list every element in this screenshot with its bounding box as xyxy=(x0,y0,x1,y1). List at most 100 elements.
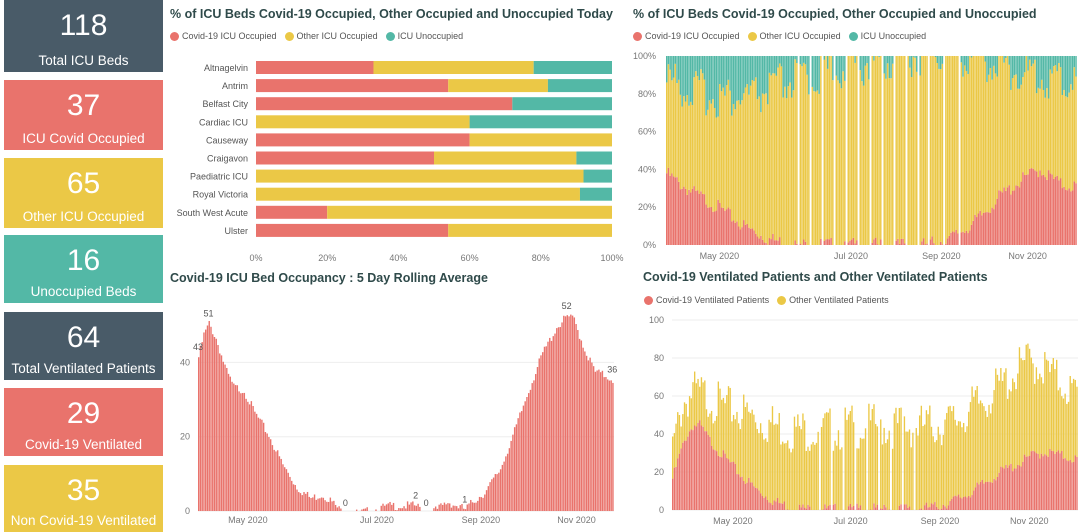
bar-covid xyxy=(1053,178,1055,245)
bar-other xyxy=(707,416,709,435)
legend-item[interactable]: Covid-19 ICU Occupied xyxy=(170,31,277,41)
bar-other xyxy=(957,421,960,495)
bar-covid xyxy=(1008,185,1010,245)
bar-unoccupied xyxy=(984,56,986,62)
bar-covid xyxy=(496,474,498,511)
bar-unoccupied xyxy=(987,56,990,75)
bar-covid xyxy=(545,346,547,511)
legend-item[interactable]: Other ICU Occupied xyxy=(284,31,378,41)
bar-other xyxy=(1071,383,1073,463)
bar-other xyxy=(787,86,790,245)
bar-unoccupied xyxy=(1011,56,1014,79)
bar-covid xyxy=(557,327,560,511)
bar-covid xyxy=(673,467,676,510)
bar-other xyxy=(679,94,682,190)
bar-covid xyxy=(1001,192,1004,245)
bar-covid xyxy=(705,204,707,245)
bar-other xyxy=(876,56,879,245)
bar-unoccupied xyxy=(885,56,887,79)
bar-covid xyxy=(1064,458,1066,510)
bar-covid xyxy=(1051,174,1053,245)
legend-item[interactable]: ICU Unoccupied xyxy=(848,31,926,41)
bar-covid xyxy=(577,330,579,511)
bar-other xyxy=(898,407,901,506)
bar-covid xyxy=(754,487,757,510)
bar-covid xyxy=(981,480,983,510)
bar-unoccupied xyxy=(873,56,875,61)
bar-unoccupied xyxy=(666,56,668,83)
bar-covid xyxy=(399,508,402,511)
bar-covid xyxy=(770,239,772,245)
bar-unoccupied xyxy=(813,56,815,92)
bar-covid xyxy=(1013,468,1016,510)
bar-other xyxy=(781,441,784,504)
legend-today: Covid-19 ICU Occupied Other ICU Occupied… xyxy=(170,31,471,41)
bar-covid xyxy=(727,207,730,245)
bar-covid xyxy=(744,224,747,245)
bar-covid xyxy=(996,198,998,245)
bar-unoccupied xyxy=(1049,56,1052,70)
bar-unoccupied xyxy=(777,56,779,68)
bar-other xyxy=(940,445,943,509)
bar-covid xyxy=(999,191,1002,245)
bar-covid xyxy=(273,449,275,511)
bar-covid xyxy=(803,239,805,245)
bar-other xyxy=(873,60,875,240)
bar-other xyxy=(1049,69,1052,174)
bar-other xyxy=(995,368,997,481)
bar-other xyxy=(951,56,954,232)
bar-covid xyxy=(266,433,268,511)
bar-covid xyxy=(305,493,307,511)
bar-covid xyxy=(959,497,961,510)
bar-covid xyxy=(734,463,736,510)
bar-covid xyxy=(1006,187,1009,245)
legend-item[interactable]: ICU Unoccupied xyxy=(385,31,463,41)
bar-covid xyxy=(677,181,680,245)
bar-covid xyxy=(603,377,605,511)
bar-covid xyxy=(920,508,923,510)
bar-other xyxy=(1015,74,1017,186)
bar-other xyxy=(981,56,983,216)
bar-covid xyxy=(853,505,855,510)
bar-covid xyxy=(966,497,968,510)
bar-covid xyxy=(778,503,780,510)
legend-item[interactable]: Covid-19 Ventilated Patients xyxy=(644,295,769,305)
bar-unoccupied xyxy=(689,56,692,102)
bar-unoccupied xyxy=(779,56,781,64)
bar-covid xyxy=(298,492,300,511)
bar-other xyxy=(672,436,674,479)
bar-covid xyxy=(1046,179,1048,245)
bar-unoccupied xyxy=(698,56,700,81)
bar-other xyxy=(682,414,684,443)
legend-dot-icon xyxy=(747,31,757,41)
bar-unoccupied xyxy=(1005,56,1007,59)
bar-other xyxy=(770,75,772,240)
bar-covid xyxy=(482,497,484,511)
bar-covid xyxy=(858,507,860,510)
x-tick-label: Sep 2020 xyxy=(462,515,501,525)
bar-covid xyxy=(275,451,277,511)
legend-item[interactable]: Covid-19 ICU Occupied xyxy=(633,31,740,41)
bar-other xyxy=(713,107,716,212)
bar-unoccupied xyxy=(731,56,733,116)
bar-covid xyxy=(247,401,249,511)
bar-covid xyxy=(1003,468,1005,510)
bar-other xyxy=(1075,76,1077,184)
bar-covid xyxy=(698,193,700,245)
bar-other xyxy=(1040,377,1043,454)
bar-covid xyxy=(1063,186,1065,245)
bar-covid xyxy=(773,240,776,245)
bar-covid xyxy=(751,228,754,245)
bar-other xyxy=(1005,368,1007,466)
bar-other xyxy=(719,388,721,457)
legend-item[interactable]: Other ICU Occupied xyxy=(747,31,841,41)
bar-covid xyxy=(715,451,718,510)
bar-covid xyxy=(986,481,989,510)
bar-unoccupied xyxy=(768,56,771,73)
bar-covid xyxy=(1023,175,1026,245)
legend-item[interactable]: Other Ventilated Patients xyxy=(777,295,889,305)
bar-segment xyxy=(256,223,449,237)
bar-other xyxy=(892,63,894,245)
bar-covid xyxy=(922,238,925,245)
